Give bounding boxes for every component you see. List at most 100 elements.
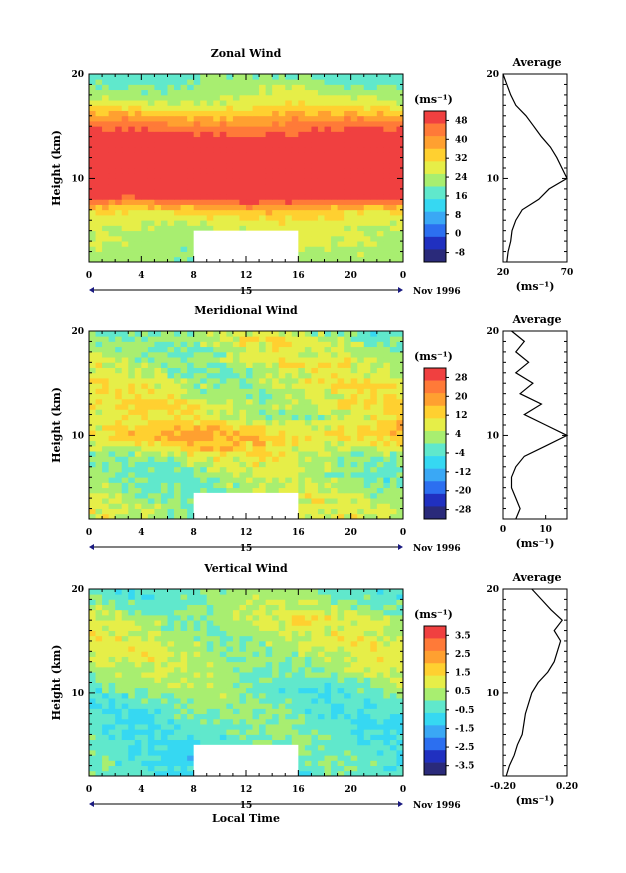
heatmap-cell (291, 131, 299, 138)
heatmap-cell (383, 666, 391, 673)
heatmap-cell (389, 398, 397, 405)
colorbar-swatch (424, 199, 446, 212)
heatmap-cell (167, 666, 175, 673)
heatmap-cell (370, 687, 378, 694)
heatmap-cell (200, 346, 208, 353)
heatmap-cell (285, 703, 293, 709)
heatmap-cell (317, 755, 325, 761)
heatmap-cell (134, 126, 142, 132)
heatmap-cell (246, 677, 253, 683)
heatmap-cell (344, 246, 352, 252)
heatmap-cell (252, 194, 260, 200)
heatmap-cell (115, 256, 123, 263)
heatmap-cell (370, 230, 378, 237)
heatmap-cell (213, 336, 221, 342)
heatmap-cell (232, 74, 240, 80)
heatmap-cell (102, 435, 110, 442)
heatmap-cell (363, 178, 371, 185)
heatmap-cell (272, 351, 280, 358)
heatmap-cell (147, 430, 155, 436)
heatmap-cell (252, 451, 260, 457)
heatmap-cell (324, 425, 332, 431)
heatmap-cell (95, 209, 103, 216)
heatmap-cell (363, 682, 371, 689)
heatmap-cell (376, 121, 384, 127)
heatmap-cell (278, 168, 286, 174)
heatmap-cell (337, 199, 345, 205)
heatmap-cell (154, 508, 162, 515)
heatmap-cell (95, 451, 103, 457)
heatmap-cell (102, 246, 110, 252)
heatmap-cell (291, 692, 299, 699)
heatmap-cell (396, 336, 404, 342)
heatmap-cell (265, 477, 273, 483)
heatmap-cell (147, 84, 155, 91)
heatmap-cell (141, 677, 149, 683)
heatmap-cell (102, 110, 110, 117)
heatmap-cell (344, 698, 352, 704)
heatmap-cell (154, 492, 162, 499)
heatmap-cell (246, 89, 253, 96)
heatmap-cell (200, 393, 208, 400)
heatmap-cell (89, 372, 96, 379)
heatmap-cell (200, 482, 208, 489)
heatmap-cell (246, 331, 253, 337)
heatmap-cell (115, 398, 123, 405)
heatmap-cell (115, 477, 123, 483)
heatmap-cell (167, 256, 175, 263)
heatmap-cell (396, 362, 404, 368)
heatmap-cell (95, 414, 103, 421)
heatmap-cell (331, 425, 338, 431)
heatmap-cell (187, 115, 195, 122)
heatmap-cell (376, 84, 384, 91)
heatmap-cell (389, 105, 397, 111)
heatmap-cell (383, 215, 391, 221)
heatmap-cell (344, 513, 352, 520)
heatmap-cell (200, 188, 208, 195)
heatmap-cell (108, 729, 116, 735)
heatmap-cell (226, 157, 234, 164)
heatmap-cell (311, 682, 319, 689)
heatmap-cell (278, 672, 286, 678)
heatmap-cell (128, 225, 136, 232)
heatmap-cell (317, 331, 325, 337)
heatmap-cell (134, 230, 142, 237)
heatmap-cell (383, 378, 391, 384)
heatmap-cell (154, 718, 162, 725)
heatmap-cell (357, 414, 365, 421)
heatmap-cell (252, 178, 260, 185)
heatmap-cell (134, 765, 142, 772)
heatmap-cell (102, 398, 110, 405)
heatmap-cell (180, 204, 188, 211)
heatmap-cell (311, 152, 319, 158)
heatmap-cell (180, 199, 188, 205)
heatmap-cell (115, 661, 123, 668)
heatmap-cell (213, 466, 221, 473)
heatmap-cell (200, 162, 208, 169)
heatmap-cell (160, 682, 168, 689)
heatmap-cell (298, 508, 306, 515)
heatmap-cell (396, 487, 404, 494)
heatmap-cell (141, 220, 149, 226)
heatmap-cell (89, 409, 96, 415)
average-x-label: (ms⁻¹) (516, 280, 555, 293)
heatmap-cell (180, 672, 188, 678)
heatmap-cell (324, 739, 332, 746)
heatmap-cell (324, 656, 332, 663)
heatmap-cell (298, 498, 306, 504)
heatmap-cell (193, 651, 201, 657)
heatmap-cell (357, 508, 365, 515)
heatmap-cell (226, 425, 234, 431)
heatmap-cell (121, 157, 129, 164)
heatmap-cell (147, 235, 155, 242)
heatmap-cell (376, 718, 384, 725)
heatmap-cell (259, 215, 267, 221)
heatmap-cell (89, 682, 96, 689)
heatmap-cell (187, 677, 195, 683)
average-profile-line (502, 73, 568, 263)
heatmap-cell (396, 246, 404, 252)
heatmap-cell (226, 451, 234, 457)
heatmap-cell (357, 220, 365, 226)
heatmap-cell (134, 121, 142, 127)
